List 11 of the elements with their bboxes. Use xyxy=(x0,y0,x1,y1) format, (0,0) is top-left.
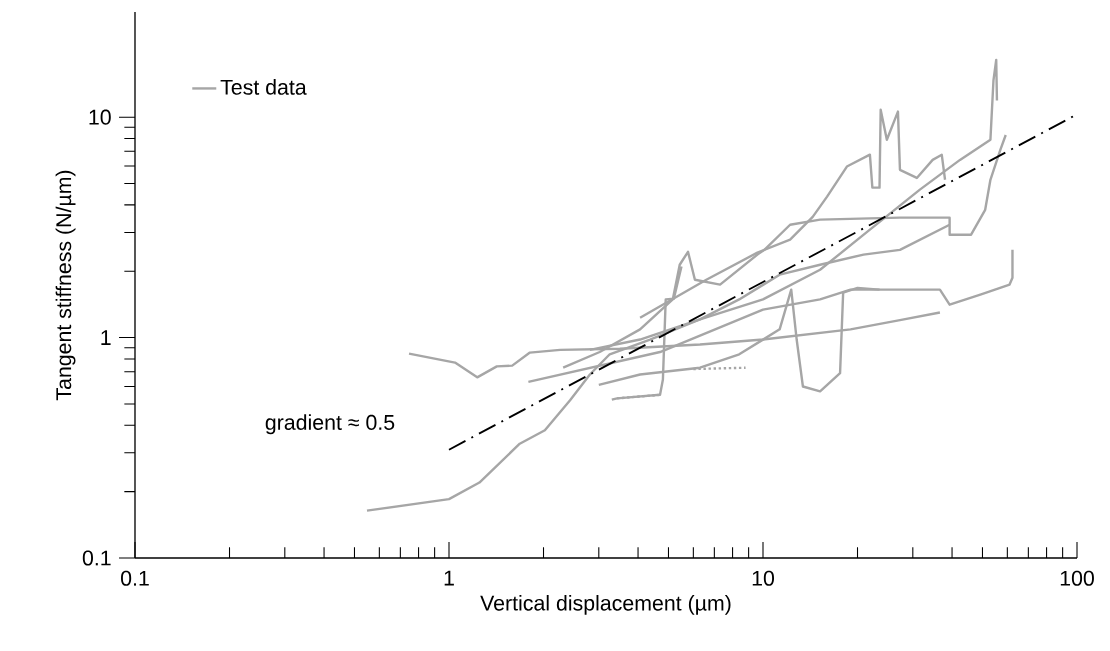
x-tick-label: 10 xyxy=(752,570,775,586)
y-tick-label: 10 xyxy=(89,109,111,125)
y-axis-title: Tangent stiffness (N/µm) xyxy=(55,170,76,401)
legend-label: Test data xyxy=(220,79,307,95)
x-axis-title: Vertical displacement (µm) xyxy=(480,594,731,615)
annotation: gradient ≈ 0.5 xyxy=(265,414,395,435)
x-tick-label: 1 xyxy=(444,570,454,586)
y-tick-label: 1 xyxy=(101,330,111,345)
x-tick-label: 100 xyxy=(1060,570,1094,586)
y-tick-label: 0.1 xyxy=(82,550,111,566)
x-tick-label: 0.1 xyxy=(121,570,149,586)
